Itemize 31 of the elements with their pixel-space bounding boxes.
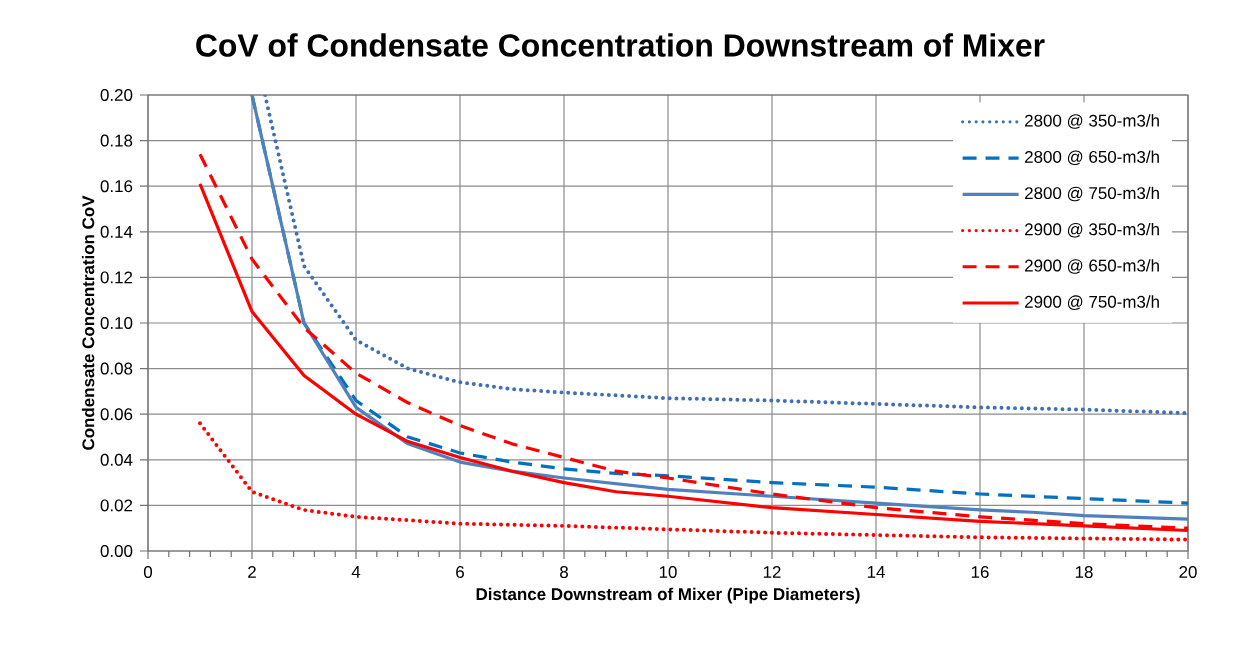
legend-label: 2800 @ 350-m3/h [1025,114,1159,129]
y-tick-label: 0.10 [100,317,133,329]
legend-label: 2900 @ 350-m3/h [1025,222,1159,238]
y-tick-label: 0.08 [100,362,133,375]
legend-label: 2800 @ 650-m3/h [1025,150,1159,166]
x-tick-label: 10 [659,566,677,579]
y-tick-label: 0.12 [100,271,133,284]
y-tick-label: 0.14 [100,225,133,238]
x-tick-label: 0 [143,566,153,579]
y-tick-label: 0.06 [100,408,133,421]
x-tick-label: 18 [1075,566,1093,579]
x-tick-label: 6 [456,566,464,579]
y-tick-label: 0.02 [100,499,133,512]
x-tick-label: 2 [248,566,256,578]
y-tick-label: 0.18 [100,134,133,147]
x-tick-label: 12 [763,566,781,578]
x-tick-label: 8 [560,566,568,579]
x-axis-title: Distance Downstream of Mixer (Pipe Diameters) [476,587,860,604]
x-tick-label: 16 [971,566,989,579]
y-axis-title: Condensate Concentration CoV [81,195,95,450]
y-tick-label: 0.00 [100,545,133,557]
x-tick-label: 20 [1179,566,1197,579]
y-tick-label: 0.04 [100,453,133,466]
chart-title: CoV of Condensate Concentration Downstream of Mixer [196,33,1045,57]
y-tick-label: 0.20 [100,89,133,101]
legend-label: 2800 @ 750-m3/h [1025,186,1159,202]
x-tick-label: 4 [351,566,361,578]
x-tick-label: 14 [867,566,885,578]
legend-label: 2900 @ 750-m3/h [1025,295,1159,310]
y-tick-label: 0.16 [100,180,133,193]
legend-label: 2900 @ 650-m3/h [1025,259,1159,274]
